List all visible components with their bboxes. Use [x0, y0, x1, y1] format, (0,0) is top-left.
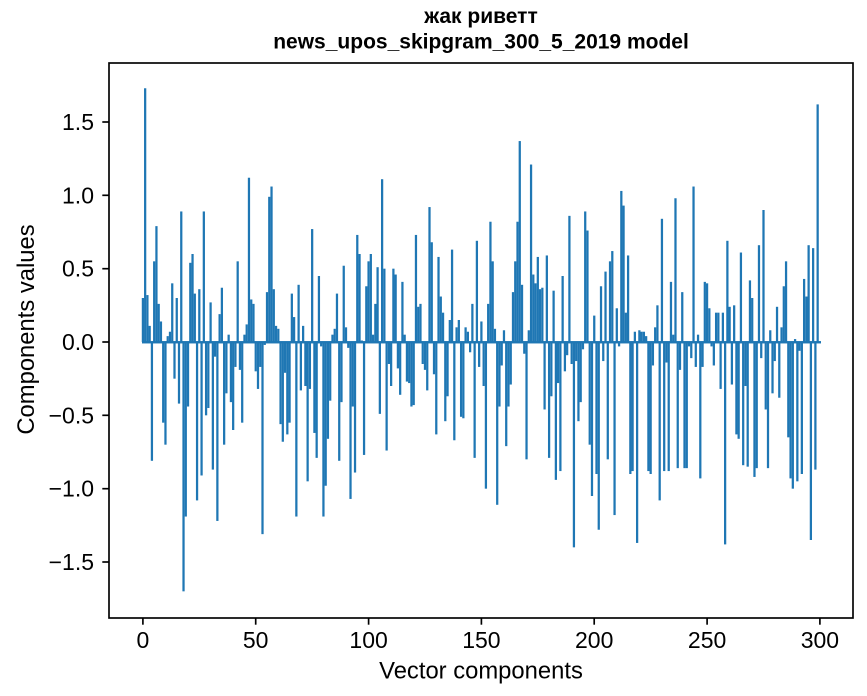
svg-text:0.0: 0.0: [62, 329, 94, 355]
svg-text:1.0: 1.0: [62, 182, 94, 208]
svg-text:−1.5: −1.5: [49, 549, 94, 575]
svg-text:100: 100: [349, 627, 387, 653]
svg-text:250: 250: [688, 627, 726, 653]
svg-text:Vector components: Vector components: [379, 658, 583, 685]
svg-text:Components values: Components values: [13, 224, 40, 434]
svg-text:−1.0: −1.0: [49, 476, 94, 502]
svg-text:200: 200: [575, 627, 613, 653]
svg-text:жак риветт: жак риветт: [423, 5, 538, 28]
svg-text:−0.5: −0.5: [49, 402, 94, 428]
svg-text:300: 300: [801, 627, 839, 653]
svg-text:1.5: 1.5: [62, 109, 94, 135]
svg-text:50: 50: [243, 627, 269, 653]
svg-text:150: 150: [462, 627, 500, 653]
svg-text:0: 0: [137, 627, 150, 653]
svg-text:news_upos_skipgram_300_5_2019: news_upos_skipgram_300_5_2019 model: [273, 31, 689, 54]
svg-text:0.5: 0.5: [62, 256, 94, 282]
